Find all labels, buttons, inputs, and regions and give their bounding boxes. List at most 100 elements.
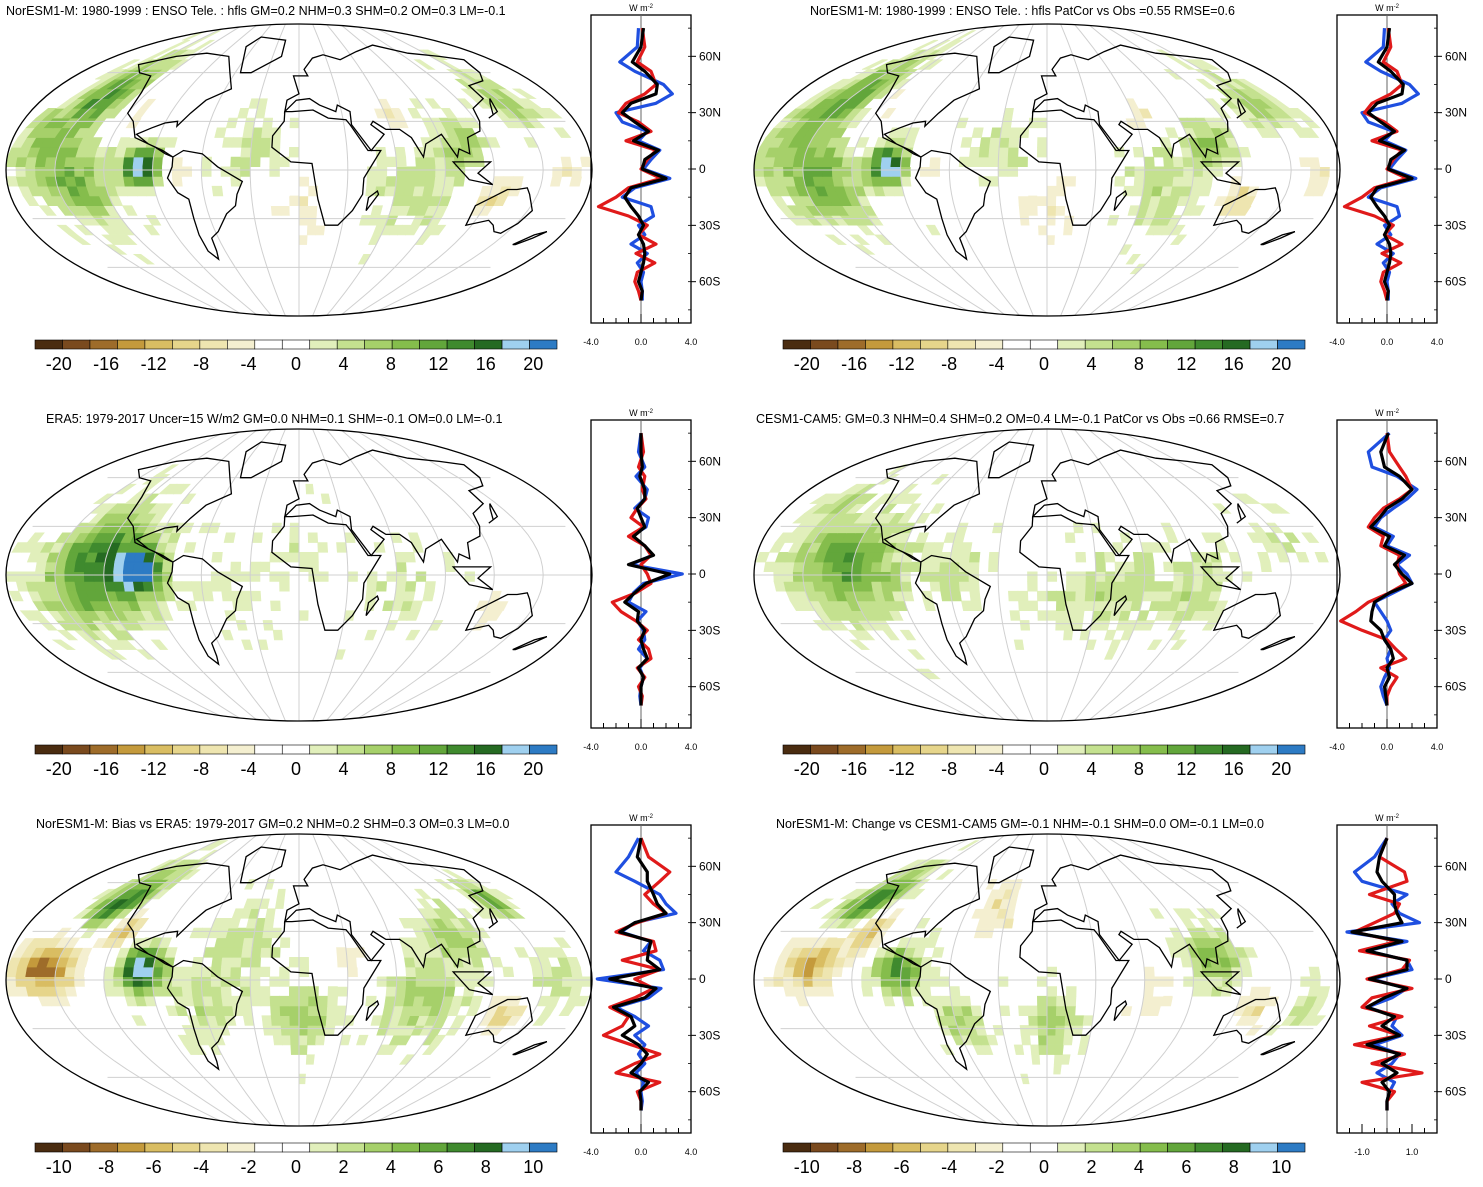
- colorbar-swatch: [89, 744, 118, 755]
- zonal-series-black: [620, 27, 668, 301]
- anomaly-cell: [1055, 205, 1066, 216]
- coastline: [464, 997, 533, 1044]
- lat-tick-label: 60N: [1445, 454, 1467, 468]
- graticule-meridian: [1060, 429, 1097, 721]
- graticule-meridian: [325, 24, 398, 316]
- anomaly-cell: [1153, 176, 1165, 187]
- anomaly-cell: [279, 551, 290, 563]
- anomaly-cell: [142, 561, 154, 573]
- anomaly-cell: [1182, 156, 1194, 168]
- anomaly-cell: [812, 976, 824, 987]
- colorbar-swatch: [199, 744, 228, 755]
- anomaly-cell: [25, 166, 37, 177]
- anomaly-cell: [1028, 205, 1039, 216]
- graticule-meridian: [1087, 429, 1195, 721]
- colorbar-swatch: [1057, 339, 1086, 350]
- x-tick-label: 1.0: [1406, 1147, 1419, 1157]
- anomaly-cell: [1022, 898, 1033, 909]
- anomaly-cell: [25, 571, 37, 582]
- anomaly-cell: [1037, 185, 1048, 197]
- colorbar-swatch: [782, 744, 811, 755]
- anomaly-cell: [861, 581, 874, 592]
- anomaly-cell: [260, 947, 272, 958]
- anomaly-cell: [142, 966, 154, 978]
- anomaly-cell: [1065, 590, 1077, 602]
- units-label: W m-2: [1375, 813, 1399, 823]
- anomaly-cell: [1164, 127, 1179, 138]
- coastline: [914, 959, 992, 1071]
- anomaly-cell: [413, 59, 436, 70]
- anomaly-cell: [912, 88, 930, 99]
- anomaly-cell: [488, 888, 514, 900]
- anomaly-cell: [280, 1025, 291, 1036]
- anomaly-cell: [291, 254, 300, 265]
- panel-enso-patcor: NorESM1-M: 1980-1999 : ENSO Tele. : hfls…: [748, 0, 1483, 395]
- anomaly-cell: [440, 108, 458, 119]
- anomaly-cell: [337, 966, 349, 978]
- graticule-meridian: [997, 834, 1034, 1126]
- graticule-meridian: [200, 834, 273, 1126]
- anomaly-cell: [1172, 156, 1185, 168]
- anomaly-cell: [308, 561, 319, 573]
- anomaly-cell: [870, 156, 883, 168]
- anomaly-cell: [93, 571, 105, 582]
- coastline: [451, 566, 494, 591]
- anomaly-cell: [356, 956, 368, 968]
- anomaly-cell: [1160, 995, 1174, 1007]
- anomaly-cell: [440, 869, 466, 880]
- coastline: [283, 449, 485, 564]
- anomaly-cell: [856, 493, 879, 504]
- anomaly-cell: [1046, 1034, 1056, 1046]
- anomaly-field: [754, 30, 1340, 294]
- colorbar-swatch: [34, 1142, 63, 1153]
- anomaly-cell: [152, 581, 165, 592]
- anomaly-cell: [171, 156, 183, 168]
- anomaly-cell: [1046, 995, 1057, 1007]
- anomaly-cell: [871, 176, 884, 187]
- anomaly-cell: [376, 581, 388, 592]
- anomaly-cell: [1307, 1015, 1327, 1026]
- anomaly-cell: [415, 966, 427, 978]
- anomaly-cell: [1075, 571, 1087, 582]
- anomaly-cell: [909, 561, 922, 573]
- anomaly-cell: [211, 995, 224, 1007]
- graticule-meridian: [366, 834, 544, 1126]
- anomaly-cell: [54, 571, 66, 582]
- anomaly-cell: [424, 581, 436, 592]
- colorbar-swatch: [62, 744, 91, 755]
- colorbar-swatch: [1084, 1142, 1113, 1153]
- anomaly-cell: [394, 551, 407, 563]
- anomaly-cell: [250, 146, 262, 158]
- anomaly-cell: [93, 156, 106, 168]
- anomaly-cell: [362, 937, 375, 948]
- anomaly-cell: [337, 976, 349, 987]
- graticule-meridian: [312, 834, 349, 1126]
- anomaly-cell: [1037, 205, 1048, 216]
- anomaly-cell: [1324, 146, 1339, 158]
- anomaly-cell: [405, 176, 417, 187]
- anomaly-cell: [1143, 986, 1155, 997]
- anomaly-cell: [890, 986, 903, 997]
- anomaly-cell: [180, 522, 195, 534]
- anomaly-cell: [210, 581, 222, 592]
- colorbar-tick-label: -8: [941, 759, 957, 779]
- anomaly-cell: [871, 581, 884, 592]
- anomaly-cell: [929, 581, 941, 592]
- map-border: [5, 428, 593, 722]
- colorbar-tick-label: 8: [386, 759, 396, 779]
- colorbar-swatch: [199, 1142, 228, 1153]
- anomaly-cell: [1202, 976, 1214, 987]
- anomaly-cell: [279, 966, 290, 978]
- anomaly-cell: [1055, 1005, 1067, 1016]
- lat-tick-label: 30S: [699, 1028, 720, 1042]
- anomaly-cell: [152, 986, 165, 997]
- colorbar-swatch: [837, 339, 866, 350]
- colorbar-tick-label: -8: [193, 759, 209, 779]
- anomaly-cell: [366, 166, 378, 177]
- anomaly-cell: [1008, 185, 1019, 197]
- graticule-meridian: [899, 24, 1007, 316]
- anomaly-cell: [1251, 976, 1263, 987]
- anomaly-cell: [1143, 176, 1155, 187]
- anomaly-cell: [317, 947, 329, 958]
- anomaly-cell: [270, 1015, 282, 1026]
